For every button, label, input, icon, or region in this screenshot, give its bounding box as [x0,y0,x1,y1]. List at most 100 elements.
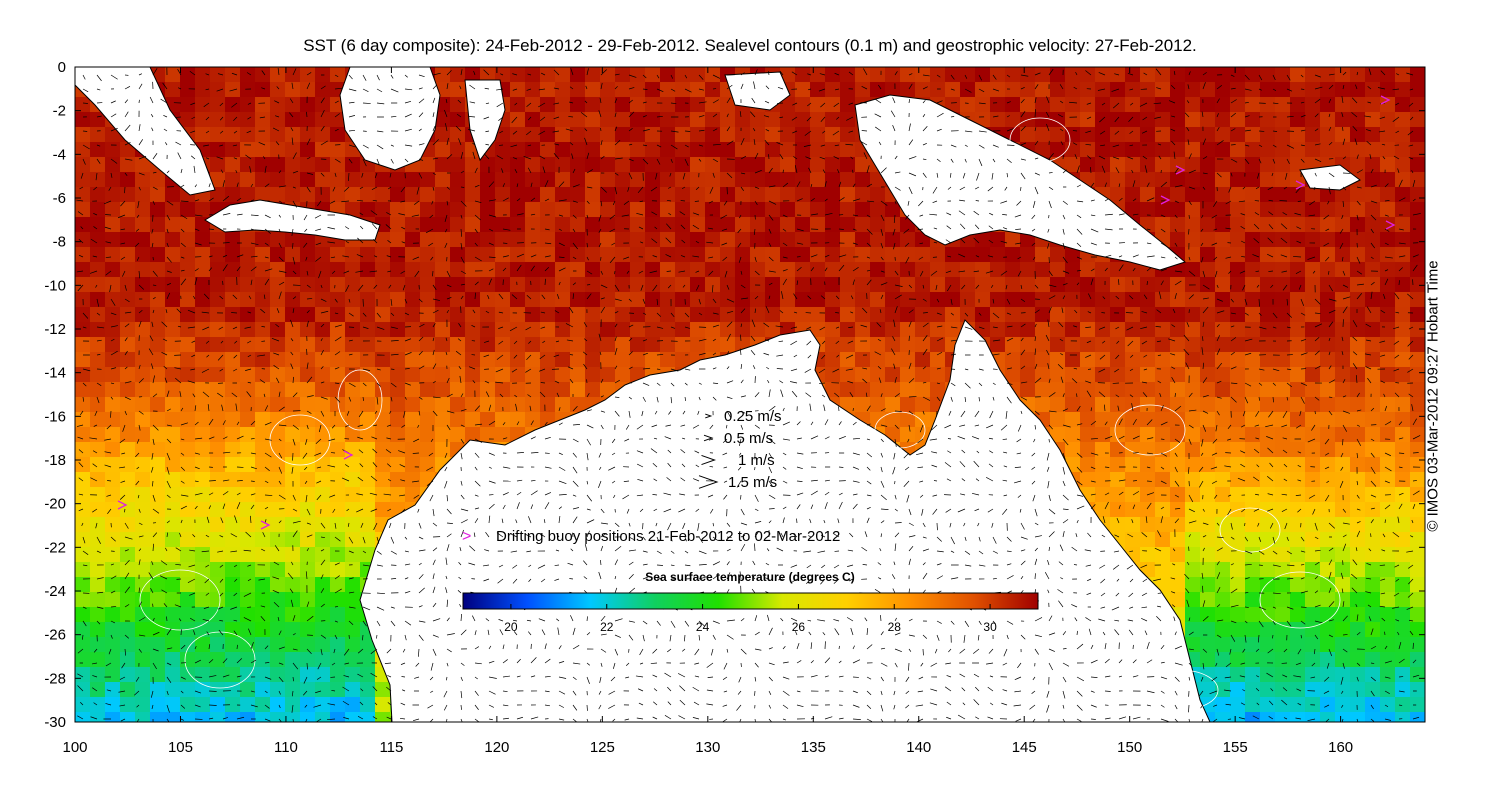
sst-cell [1245,517,1261,533]
sst-cell [1050,277,1066,293]
sst-cell [555,322,571,338]
sst-cell [1260,667,1276,683]
sst-cell [390,202,406,218]
sst-cell [1065,367,1081,383]
sst-cell [795,217,811,233]
sst-cell [540,367,556,383]
sst-cell [1065,427,1081,443]
sst-cell [315,682,331,698]
sst-cell [1215,337,1231,353]
sst-cell [390,367,406,383]
sst-cell [1230,562,1246,578]
sst-cell [150,172,166,188]
sst-cell [975,82,991,98]
sst-cell [240,352,256,368]
sst-cell [195,382,211,398]
sst-cell [330,502,346,518]
sst-cell [1305,487,1321,503]
sst-cell [1155,352,1171,368]
sst-cell [1365,232,1381,248]
sst-cell [345,202,361,218]
sst-cell [480,277,496,293]
sst-cell [1365,697,1381,713]
sst-cell [885,202,901,218]
sst-cell [255,622,271,638]
sst-cell [1275,502,1291,518]
sst-cell [345,547,361,563]
sst-cell [1380,637,1396,653]
sst-cell [1065,247,1081,263]
sst-cell [675,97,691,113]
sst-cell [1380,247,1396,263]
sst-cell [570,232,586,248]
sst-cell [330,592,346,608]
sst-cell [1140,427,1156,443]
sst-cell [300,382,316,398]
sst-cell [1290,592,1306,608]
sst-cell [285,307,301,323]
sst-cell [195,502,211,518]
sst-cell [1215,382,1231,398]
sst-cell [1410,652,1425,668]
sst-cell [1110,97,1126,113]
sst-cell [525,352,541,368]
sst-cell [570,127,586,143]
sst-cell [1305,517,1321,533]
sst-cell [1155,67,1171,83]
sst-cell [735,202,751,218]
sst-cell [1260,442,1276,458]
sst-cell [1305,442,1321,458]
sst-cell [75,112,91,128]
sst-cell [720,322,736,338]
sst-cell [690,172,706,188]
sst-cell [840,397,856,413]
sst-cell [1215,187,1231,203]
sst-cell [360,187,376,203]
sst-cell [1200,622,1216,638]
sst-cell [1290,577,1306,593]
sst-cell [375,382,391,398]
sst-cell [975,262,991,278]
sst-cell [705,172,721,188]
sst-cell [480,187,496,203]
sst-cell [795,67,811,83]
sst-cell [1230,637,1246,653]
sst-cell [1185,217,1201,233]
sst-cell [1245,607,1261,623]
sst-cell [585,112,601,128]
sst-cell [1170,472,1186,488]
sst-cell [1320,127,1336,143]
sst-cell [375,307,391,323]
sst-cell [270,652,286,668]
sst-cell [1365,712,1381,722]
sst-cell [1365,112,1381,128]
sst-cell [120,487,136,503]
sst-cell [450,337,466,353]
sst-cell [645,97,661,113]
sst-cell [1260,532,1276,548]
sst-cell [1395,232,1411,248]
sst-cell [1350,457,1366,473]
sst-cell [1230,277,1246,293]
sst-cell [720,157,736,173]
sst-cell [300,697,316,713]
sst-cell [1095,427,1111,443]
sst-cell [840,157,856,173]
sst-cell [1335,112,1351,128]
sst-cell [1350,682,1366,698]
sst-cell [1260,217,1276,233]
sst-cell [360,547,376,563]
sst-cell [975,307,991,323]
sst-cell [1245,652,1261,668]
sst-cell [720,172,736,188]
sst-cell [1290,322,1306,338]
sst-cell [510,112,526,128]
sst-cell [795,82,811,98]
sst-cell [90,397,106,413]
sst-cell [90,157,106,173]
sst-cell [1095,337,1111,353]
sst-cell [210,67,226,83]
sst-cell [240,412,256,428]
sst-cell [615,67,631,83]
sst-cell [1350,82,1366,98]
